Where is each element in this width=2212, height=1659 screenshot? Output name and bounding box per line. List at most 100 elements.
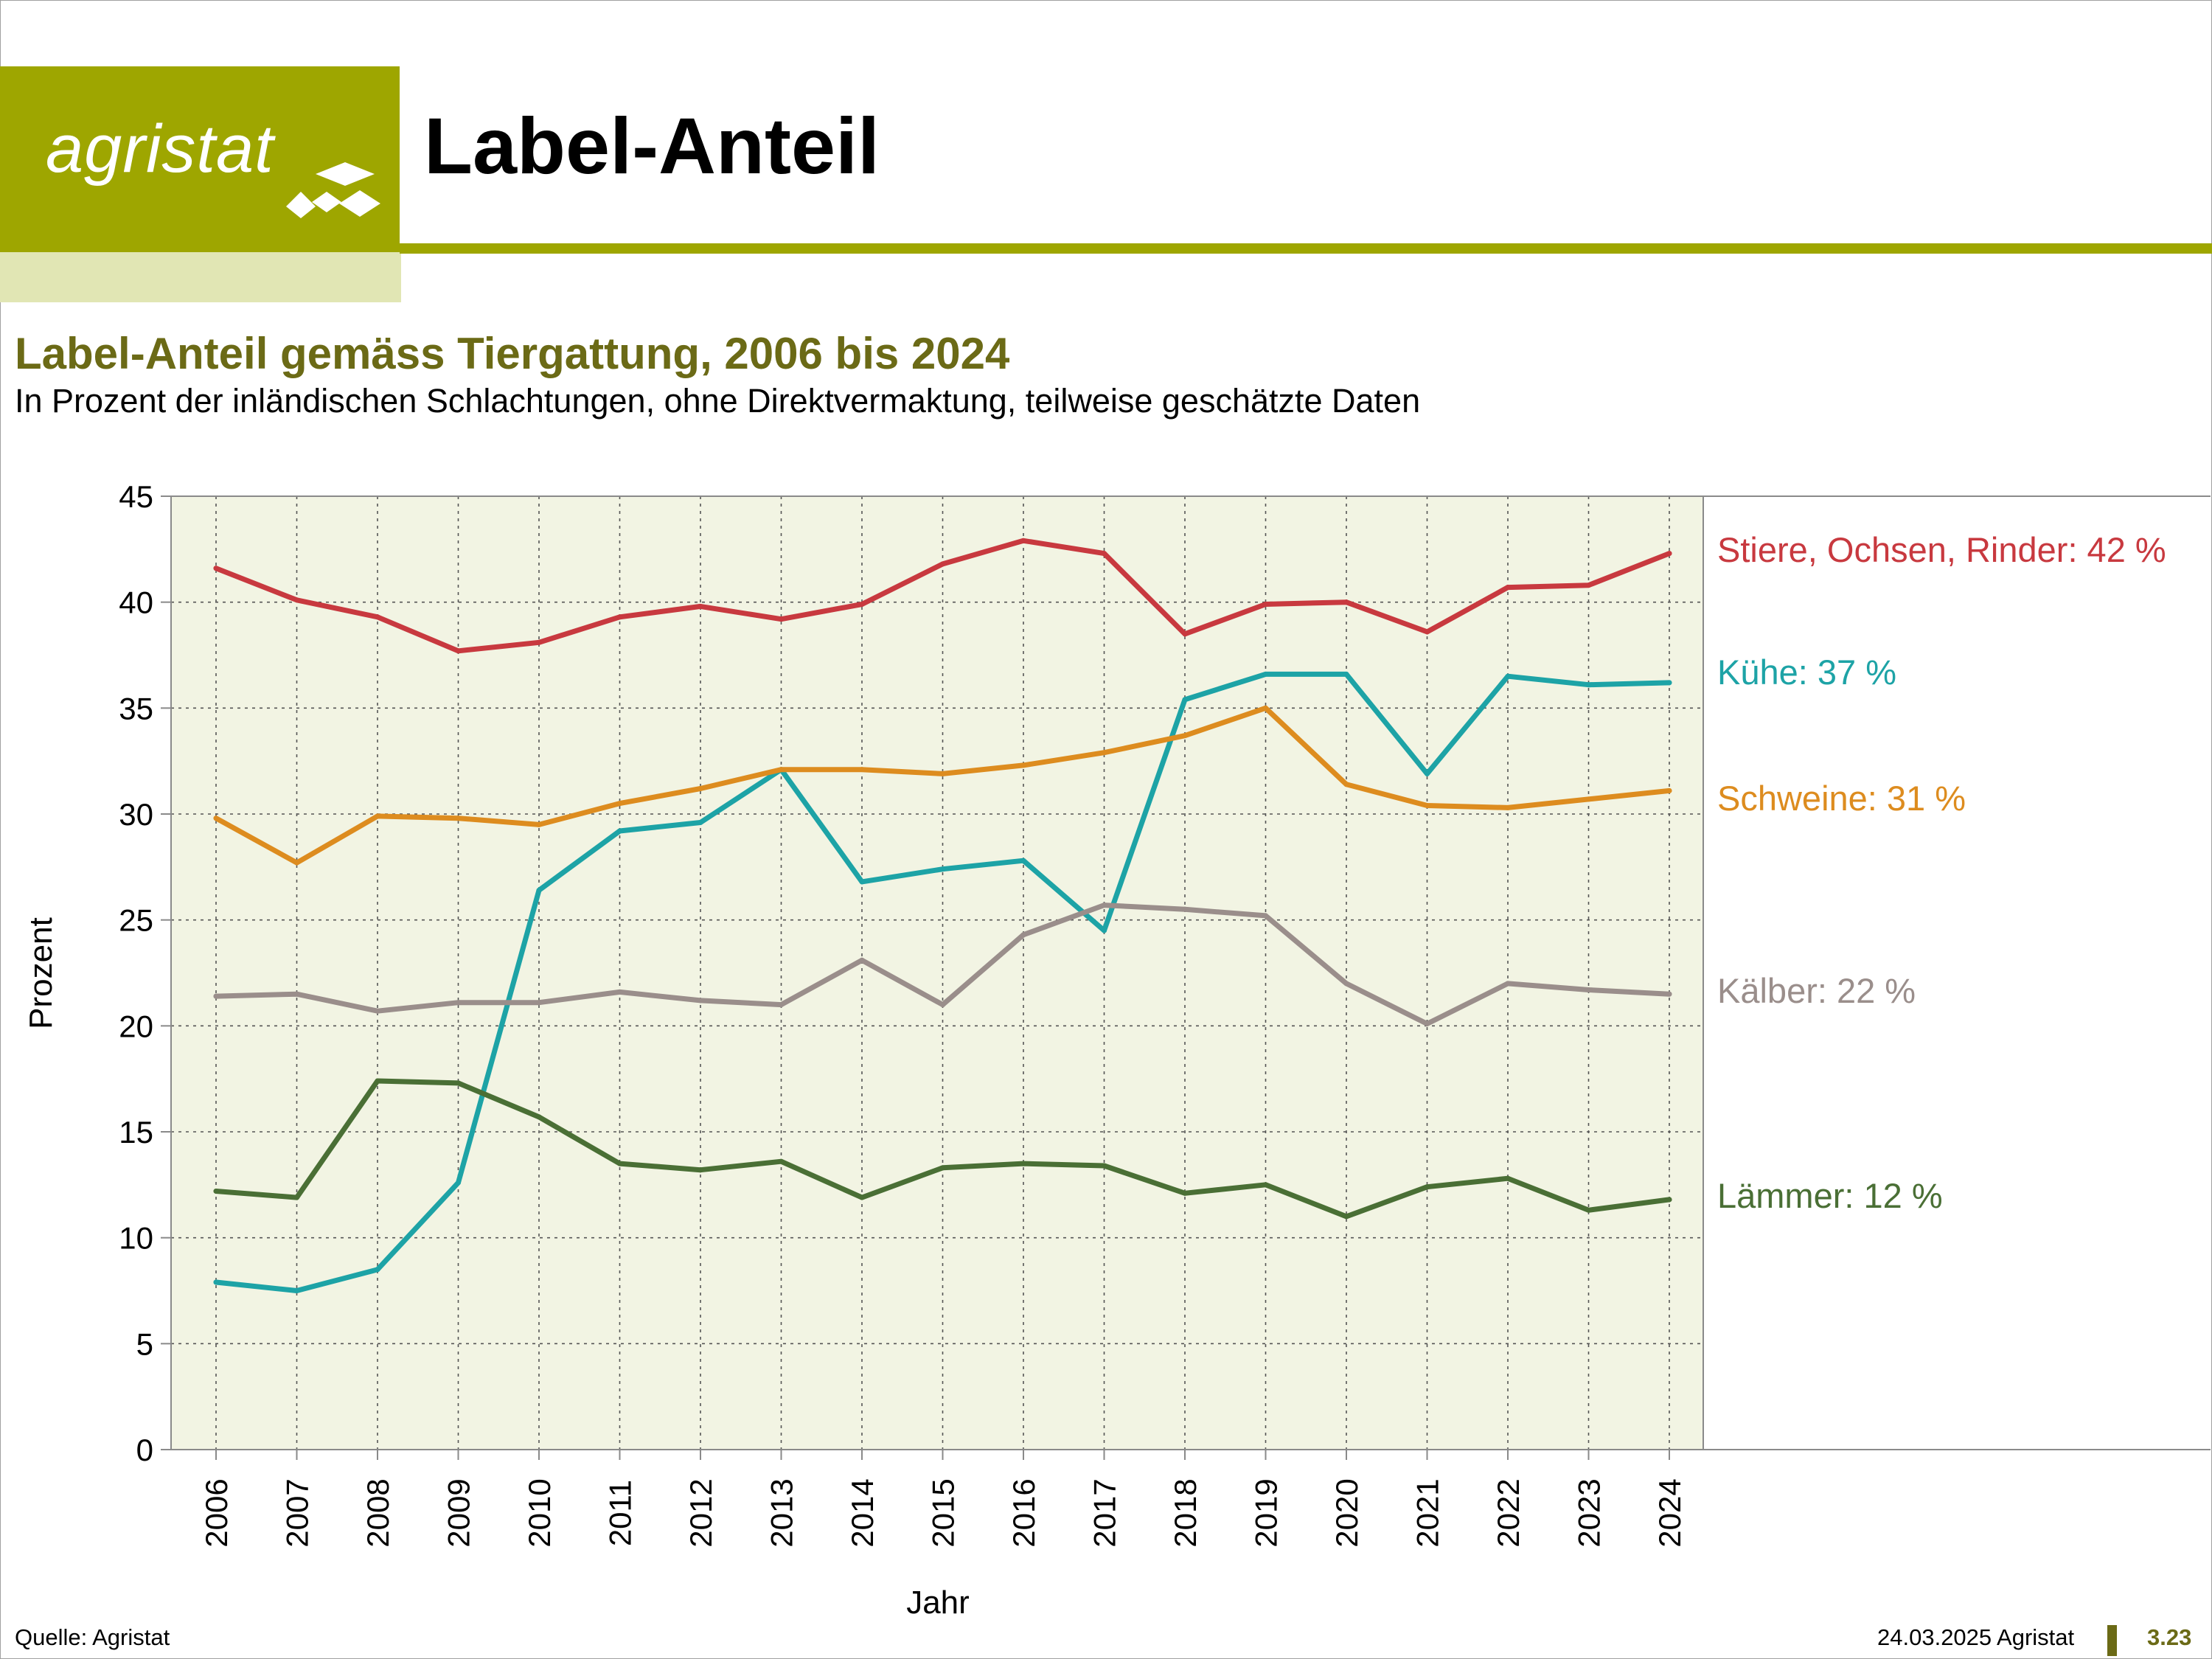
data-point xyxy=(779,1158,784,1164)
data-point xyxy=(1425,629,1430,635)
data-point xyxy=(617,801,622,807)
data-point xyxy=(1343,671,1349,677)
x-tick-labels: 2006 2007 2008 2009 2010 2011 2012 2013 2014 2015… xyxy=(199,1478,1687,1547)
data-point xyxy=(940,561,945,567)
footer-page-number: 3.23 xyxy=(2147,1624,2192,1650)
data-point xyxy=(859,957,865,963)
header-rule xyxy=(400,243,2212,254)
data-point xyxy=(1343,599,1349,605)
x-tick-label: 2010 xyxy=(522,1478,557,1547)
data-point xyxy=(1102,551,1107,557)
data-point xyxy=(698,786,703,792)
data-point xyxy=(617,828,622,834)
data-point xyxy=(1020,762,1026,768)
data-point xyxy=(1666,680,1672,686)
data-point xyxy=(1425,1184,1430,1190)
plot-border xyxy=(170,495,1704,1450)
data-point xyxy=(536,1114,542,1120)
x-tick-label: 2013 xyxy=(765,1478,799,1547)
data-point xyxy=(1505,804,1511,810)
data-point xyxy=(1102,902,1107,908)
series-label: Kühe: 37 % xyxy=(1717,653,1896,692)
data-point xyxy=(536,821,542,827)
data-point xyxy=(1020,538,1026,543)
data-point xyxy=(1182,1190,1188,1196)
x-axis-label: Jahr xyxy=(906,1585,970,1621)
x-tick-label: 2008 xyxy=(361,1478,395,1547)
data-point xyxy=(456,1180,461,1186)
data-point xyxy=(375,614,380,620)
x-tick-label: 2021 xyxy=(1411,1478,1445,1547)
data-point xyxy=(1020,858,1026,863)
axes xyxy=(161,495,2211,1460)
data-point xyxy=(1666,1197,1672,1203)
data-point xyxy=(1182,906,1188,912)
plot-area xyxy=(171,496,1703,1450)
y-tick-label: 35 xyxy=(119,691,153,726)
y-tick-labels: 0 5 10 15 20 25 30 35 40 45 xyxy=(119,479,153,1467)
x-tick-label: 2011 xyxy=(603,1480,638,1546)
series-lines xyxy=(213,538,1672,1293)
data-point xyxy=(1182,697,1188,703)
data-point xyxy=(859,1194,865,1200)
data-point xyxy=(859,879,865,885)
y-axis-label: Prozent xyxy=(23,917,59,1029)
data-point xyxy=(617,1161,622,1166)
logo-diamond-icon xyxy=(286,162,380,218)
data-point xyxy=(213,566,219,571)
data-point xyxy=(1020,1161,1026,1166)
y-tick-label: 10 xyxy=(119,1221,153,1256)
data-point xyxy=(375,1078,380,1084)
data-point xyxy=(859,602,865,608)
series-label: Stiere, Ochsen, Rinder: 42 % xyxy=(1717,530,2166,569)
x-tick-label: 2018 xyxy=(1168,1478,1203,1547)
data-point xyxy=(1505,673,1511,679)
footer-source: Quelle: Agristat xyxy=(15,1624,170,1650)
data-point xyxy=(1102,928,1107,933)
x-tick-label: 2007 xyxy=(280,1478,315,1547)
series-labels: Stiere, Ochsen, Rinder: 42 % Kühe: 37 % Sc… xyxy=(1717,530,2166,1215)
data-point xyxy=(1586,1207,1591,1213)
data-point xyxy=(456,648,461,654)
data-point xyxy=(1182,733,1188,739)
data-point xyxy=(213,1279,219,1285)
data-point xyxy=(617,989,622,995)
data-point xyxy=(1263,705,1268,711)
series-label: Lämmer: 12 % xyxy=(1717,1176,1943,1215)
data-point xyxy=(617,614,622,620)
data-point xyxy=(1425,803,1430,809)
data-point xyxy=(294,860,299,866)
data-point xyxy=(940,1165,945,1171)
x-tick-label: 2023 xyxy=(1572,1478,1607,1547)
data-point xyxy=(940,1002,945,1008)
x-tick-label: 2009 xyxy=(442,1478,476,1547)
data-point xyxy=(1102,1163,1107,1169)
series-label: Schweine: 31 % xyxy=(1717,779,1966,818)
data-point xyxy=(536,639,542,645)
data-point xyxy=(1263,913,1268,919)
x-tick-label: 2024 xyxy=(1652,1478,1687,1547)
page-title: Label-Anteil xyxy=(424,101,880,190)
data-point xyxy=(375,1267,380,1273)
data-point xyxy=(940,771,945,776)
logo-text: agristat xyxy=(46,111,274,187)
data-point xyxy=(456,1000,461,1006)
data-point xyxy=(1020,932,1026,938)
data-point xyxy=(698,819,703,825)
data-point xyxy=(779,1002,784,1008)
y-tick-label: 30 xyxy=(119,797,153,832)
data-point xyxy=(294,1194,299,1200)
data-point xyxy=(779,767,784,773)
x-tick-label: 2015 xyxy=(926,1478,961,1547)
data-point xyxy=(294,1288,299,1293)
data-point xyxy=(294,991,299,997)
data-point xyxy=(1505,1175,1511,1181)
data-point xyxy=(1586,987,1591,992)
data-point xyxy=(536,887,542,893)
data-point xyxy=(1263,671,1268,677)
footer-date: 24.03.2025 Agristat xyxy=(1877,1624,2075,1650)
data-point xyxy=(213,1188,219,1194)
data-point xyxy=(698,1167,703,1173)
y-tick-label: 20 xyxy=(119,1009,153,1043)
footer-divider xyxy=(2107,1625,2117,1656)
